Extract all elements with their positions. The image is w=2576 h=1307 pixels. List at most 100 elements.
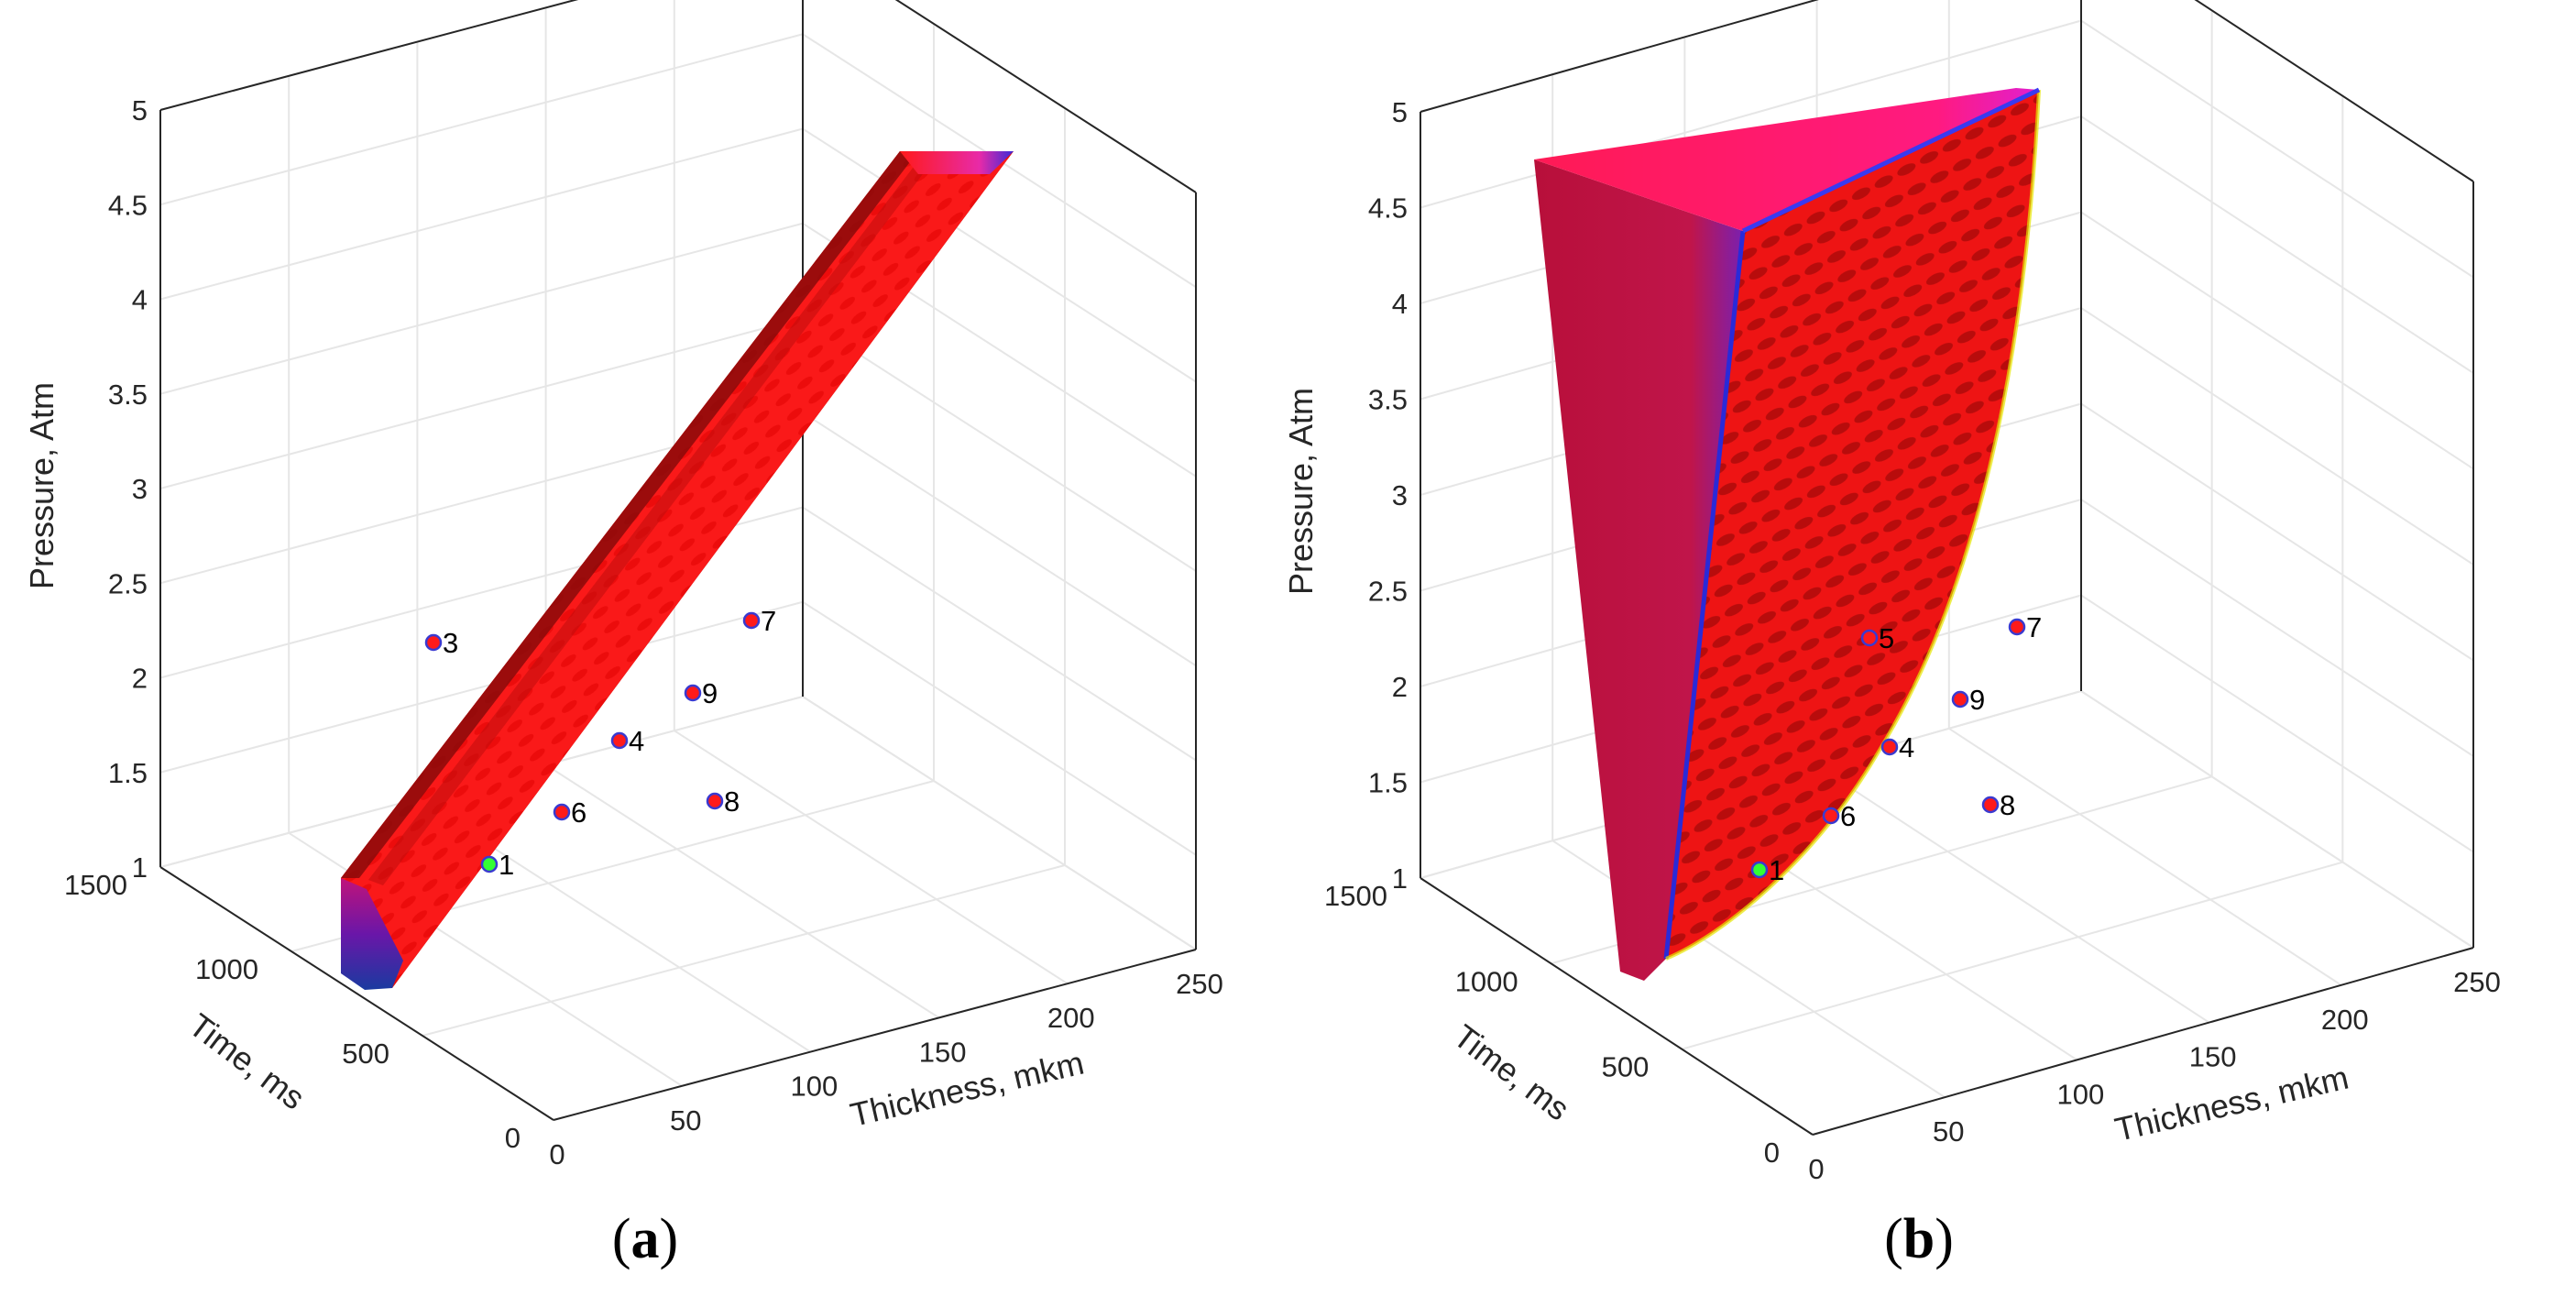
data-point-label: 4 [1899,731,1914,763]
x-tick-label: 200 [1047,1002,1095,1034]
grid-line [2080,690,2474,949]
chart-a-zlabel: Pressure, Atm [23,382,60,589]
data-point-label: 7 [2026,611,2042,643]
y-tick-label: 1000 [1455,965,1518,997]
data-point-label: 8 [724,785,740,818]
grid-line [674,730,1069,985]
z-tick-label: 1 [132,851,148,884]
z-tick-label: 3 [1392,479,1408,511]
x-tick-label: 200 [2321,1004,2369,1036]
y-tick-label: 1500 [1324,880,1387,912]
z-tick-label: 2 [132,663,148,695]
y-tick-label: 0 [1764,1137,1780,1169]
grid-line [1948,727,2342,986]
x-tick-label: 50 [1933,1115,1964,1148]
grid-line [422,864,1066,1037]
data-point [1880,738,1899,756]
data-point [610,731,629,750]
grid-line [545,763,940,1019]
y-tick-label: 500 [342,1038,389,1070]
data-point [1860,629,1879,647]
grid-line [159,317,804,489]
grid-line [1816,764,2210,1024]
data-point-label: 9 [702,677,718,709]
grid-line [2080,19,2474,279]
data-point-label: 5 [1879,622,1894,654]
grid-line [802,412,1197,667]
z-tick-label: 3 [132,473,148,505]
x-tick-label: 150 [2189,1041,2237,1073]
grid-line [802,506,1197,762]
grid-line [159,0,579,111]
data-point [424,633,443,652]
chart-b-surface-edge-right [1665,89,2041,961]
y-tick-label: 1000 [195,953,258,985]
data-point-label: 6 [1840,800,1856,832]
box-edge [2194,0,2474,182]
z-tick-label: 4 [1392,288,1408,320]
data-point [742,611,761,630]
chart-a-surface-ridge [341,151,918,878]
data-point [1822,807,1840,825]
data-point [480,855,499,873]
chart-a-points: 1 3 4 6 7 8 9 [424,605,776,881]
chart-b-surface-edge-top [1741,87,2041,234]
y-tick-label: 0 [505,1122,521,1154]
data-point [684,684,702,702]
data-point-label: 3 [443,627,458,659]
data-point-label: 1 [1769,854,1784,886]
z-tick-label: 1.5 [1368,767,1408,799]
data-point [1981,796,2000,814]
grid-line [802,600,1197,856]
z-tick-label: 2 [1392,671,1408,703]
data-point [2008,618,2026,636]
y-tick-label: 500 [1602,1051,1650,1083]
x-tick-label: 250 [1176,968,1223,1000]
chart-a-surface [341,151,1014,990]
grid-line [2080,499,2474,757]
axis-x [1812,947,2474,1136]
grid-line [1682,861,2343,1050]
axis-y [159,866,554,1121]
data-point [706,792,724,810]
chart-a-panel-label: (a) [612,1208,678,1270]
chart-a-xlabel: Thickness, mkm [847,1044,1088,1134]
chart-a-surface-end-bottom [341,878,403,990]
chart-b-panel-label: (b) [1884,1208,1954,1270]
z-tick-label: 4.5 [1368,192,1408,225]
chart-b-surface [1534,87,2041,981]
data-point-label: 6 [571,796,586,829]
grid-line [2080,307,2474,566]
chart-b-ticks: 11.522.533.544.5505001000150005010015020… [1324,96,2501,1185]
grid-line [159,127,804,301]
grid-line [2080,594,2474,853]
grid-line [159,222,804,395]
z-tick-label: 5 [132,94,148,126]
grid-line [159,600,804,774]
z-tick-label: 5 [1392,96,1408,128]
chart-a-surface-ridge2 [368,163,931,885]
grid-line [2080,115,2474,374]
grid-line [802,317,1197,572]
grid-line [2080,211,2474,470]
axis-y [1420,877,1814,1136]
chart-b-surface-edge-blue [1663,230,1746,960]
x-tick-label: 50 [670,1104,701,1137]
z-tick-label: 3.5 [108,379,148,411]
y-tick-label: 1500 [64,869,127,901]
x-tick-label: 250 [2453,966,2501,998]
chart-b-ylabel: Time, ms [1447,1017,1577,1128]
z-tick-label: 2.5 [108,567,148,599]
data-point [1750,861,1769,879]
grid-line [159,33,804,206]
z-tick-label: 4.5 [108,189,148,221]
grid-line [802,696,1197,950]
data-point-label: 4 [629,725,644,757]
data-point [553,803,571,821]
chart-b-zlabel: Pressure, Atm [1282,388,1320,595]
x-tick-label: 100 [791,1071,839,1103]
z-tick-label: 2.5 [1368,576,1408,608]
chart-a-box [159,0,1197,1121]
